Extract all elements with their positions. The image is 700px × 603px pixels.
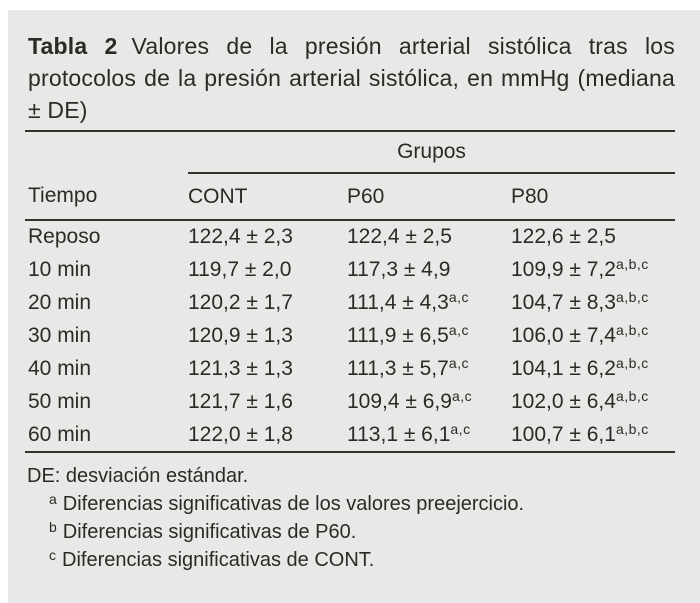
column-header-p60: P60 <box>347 173 511 221</box>
value-cell: 109,4 ± 6,9a,c <box>347 385 511 418</box>
significance-marker: a,c <box>450 420 471 437</box>
table-caption: Tabla 2 Valores de la presión arterial si… <box>28 30 675 126</box>
value-text: 120,2 ± 1,7 <box>188 290 293 314</box>
value-text: 104,1 ± 6,2 <box>511 356 616 380</box>
value-text: 100,7 ± 6,1 <box>511 422 616 446</box>
value-text: 104,7 ± 8,3 <box>511 290 616 314</box>
table-row: 30 min 120,9 ± 1,3 111,9 ± 6,5a,c 106,0 ± 7… <box>25 319 675 352</box>
time-cell: 30 min <box>28 323 92 347</box>
time-cell: 40 min <box>28 356 92 380</box>
value-cell: 117,3 ± 4,9 <box>347 253 511 286</box>
value-text: 109,4 ± 6,9 <box>347 389 452 413</box>
table-row: Reposo 122,4 ± 2,3 122,4 ± 2,5 122,6 ± 2,5 <box>25 220 675 253</box>
value-cell: 121,3 ± 1,3 <box>188 352 347 385</box>
table-body: Reposo 122,4 ± 2,3 122,4 ± 2,5 122,6 ± 2,5 1… <box>25 220 675 451</box>
significance-marker: a,c <box>448 288 470 305</box>
significance-marker: a,c <box>451 387 473 404</box>
footnote-marker-b: b <box>49 519 57 535</box>
value-cell: 122,0 ± 1,8 <box>188 418 347 451</box>
value-cell: 122,6 ± 2,5 <box>511 220 675 253</box>
footnote-marker-a: a <box>49 491 57 507</box>
significance-marker: a,b,c <box>615 354 649 371</box>
time-cell: 50 min <box>28 389 92 413</box>
data-table: Grupos Tiempo CONT P60 P80 Reposo 122,4 ±… <box>25 132 676 451</box>
value-text: 120,9 ± 1,3 <box>188 323 293 347</box>
value-cell: 100,7 ± 6,1a,b,c <box>511 418 675 451</box>
table-row: 40 min 121,3 ± 1,3 111,3 ± 5,7a,c 104,1 ± 6… <box>25 352 675 385</box>
significance-marker: a,c <box>448 354 470 371</box>
group-header: Grupos <box>188 132 676 174</box>
value-cell: 122,4 ± 2,3 <box>188 220 347 253</box>
value-cell: 111,3 ± 5,7a,c <box>347 352 511 385</box>
value-text: 119,7 ± 2,0 <box>188 257 292 281</box>
footnote-b: b Diferencias significativas de P60. <box>25 518 675 546</box>
significance-marker: a,b,c <box>615 255 649 272</box>
significance-marker: a,c <box>448 321 470 338</box>
column-header-tiempo: Tiempo <box>25 173 188 221</box>
column-header-p80: P80 <box>511 173 676 221</box>
column-header-cont: CONT <box>188 173 347 221</box>
footnotes: DE: desviación estándar. a Diferencias si… <box>25 462 675 574</box>
group-header-spacer <box>25 132 188 173</box>
value-cell: 111,9 ± 6,5a,c <box>347 319 511 352</box>
table-row: 60 min 122,0 ± 1,8 113,1 ± 6,1a,c 100,7 ± 6… <box>25 418 675 451</box>
value-text: 106,0 ± 7,4 <box>511 323 616 347</box>
footnote-text-b: Diferencias significativas de P60. <box>62 521 357 543</box>
footnote-text-c: Diferencias significativas de CONT. <box>62 549 375 571</box>
table-row: 10 min 119,7 ± 2,0 117,3 ± 4,9 109,9 ± 7,2a… <box>25 253 675 286</box>
value-text: 121,3 ± 1,3 <box>188 356 293 380</box>
value-cell: 119,7 ± 2,0 <box>188 253 347 286</box>
time-cell: 10 min <box>28 257 92 281</box>
value-cell: 102,0 ± 6,4a,b,c <box>511 385 675 418</box>
table-card: Tabla 2 Valores de la presión arterial si… <box>8 10 700 603</box>
significance-marker: a,b,c <box>615 387 649 404</box>
value-text: 109,9 ± 7,2 <box>511 257 616 281</box>
value-text: 122,6 ± 2,5 <box>511 225 616 248</box>
value-cell: 106,0 ± 7,4a,b,c <box>511 319 675 352</box>
table-rules-frame: Grupos Tiempo CONT P60 P80 Reposo 122,4 ±… <box>25 130 676 453</box>
value-cell: 121,7 ± 1,6 <box>188 385 347 418</box>
table-row: 20 min 120,2 ± 1,7 111,4 ± 4,3a,c 104,7 ± 8… <box>25 286 675 319</box>
value-cell: 120,9 ± 1,3 <box>188 319 347 352</box>
table-row: 50 min 121,7 ± 1,6 109,4 ± 6,9a,c 102,0 ± 6… <box>25 385 675 418</box>
footnote-a: a Diferencias significativas de los valor… <box>25 490 675 518</box>
group-header-row: Grupos <box>25 132 676 174</box>
value-text: 122,0 ± 1,8 <box>188 422 293 446</box>
caption-text: Valores de la presión arterial sistólica… <box>28 33 676 123</box>
significance-marker: a,b,c <box>615 420 649 437</box>
time-cell: 20 min <box>28 290 92 314</box>
value-cell: 120,2 ± 1,7 <box>188 286 347 319</box>
value-text: 111,9 ± 6,5 <box>347 323 449 347</box>
value-text: 117,3 ± 4,9 <box>347 257 451 281</box>
value-cell: 122,4 ± 2,5 <box>347 220 511 253</box>
footnote-abbrev: DE: desviación estándar. <box>27 465 249 487</box>
footnote-text-a: Diferencias significativas de los valore… <box>62 493 525 515</box>
value-cell: 104,7 ± 8,3a,b,c <box>511 286 675 319</box>
significance-marker: a,b,c <box>615 288 649 305</box>
value-cell: 104,1 ± 6,2a,b,c <box>511 352 675 385</box>
column-header-row: Tiempo CONT P60 P80 <box>25 173 676 221</box>
value-cell: 109,9 ± 7,2a,b,c <box>511 253 675 286</box>
significance-marker: a,b,c <box>615 321 649 338</box>
value-text: 111,3 ± 5,7 <box>347 356 449 380</box>
value-text: 122,4 ± 2,5 <box>347 225 452 248</box>
value-text: 122,4 ± 2,3 <box>188 225 293 248</box>
footnote-marker-c: c <box>49 547 56 563</box>
value-text: 102,0 ± 6,4 <box>511 389 616 413</box>
value-cell: 113,1 ± 6,1a,c <box>347 418 511 451</box>
time-cell: Reposo <box>28 225 101 248</box>
time-cell: 60 min <box>28 422 92 446</box>
footnote-c: c Diferencias significativas de CONT. <box>25 546 675 574</box>
value-cell: 111,4 ± 4,3a,c <box>347 286 511 319</box>
value-text: 113,1 ± 6,1 <box>347 422 451 446</box>
value-text: 121,7 ± 1,6 <box>188 389 293 413</box>
value-text: 111,4 ± 4,3 <box>347 290 449 314</box>
table-number: Tabla 2 <box>28 33 118 59</box>
